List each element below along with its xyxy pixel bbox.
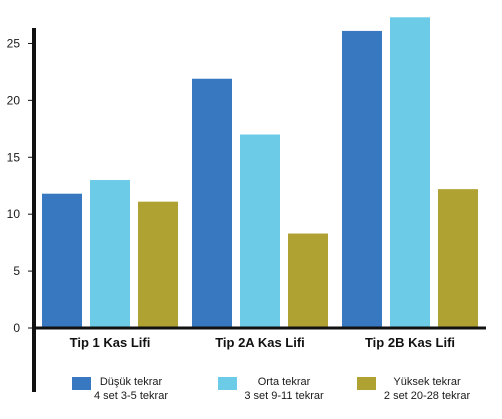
legend-sublabel: 4 set 3-5 tekrar bbox=[94, 390, 168, 402]
bar-1-1 bbox=[42, 193, 82, 328]
category-label: Tip 2B Kas Lifi bbox=[365, 335, 455, 350]
bar-3-2 bbox=[288, 233, 328, 328]
legend-swatch bbox=[218, 377, 237, 390]
bar-2-1 bbox=[90, 180, 130, 328]
bar-3-3 bbox=[438, 189, 478, 328]
legend-sublabel: 3 set 9-11 tekrar bbox=[244, 390, 324, 402]
category-labels: Tip 1 Kas Lifi Tip 2A Kas Lifi Tip 2B Kas … bbox=[70, 335, 455, 350]
y-tick-label: 15 bbox=[7, 150, 21, 164]
legend-swatch bbox=[72, 377, 91, 390]
bar-2-2 bbox=[240, 134, 280, 328]
legend-label: Düşük tekrar bbox=[100, 376, 163, 388]
legend: Düşük tekrar 4 set 3-5 tekrar Orta tekrar 3… bbox=[72, 376, 470, 402]
bar-2-3 bbox=[390, 17, 430, 328]
bar-3-1 bbox=[138, 201, 178, 328]
category-label: Tip 1 Kas Lifi bbox=[70, 335, 151, 350]
y-tick-label: 25 bbox=[7, 36, 21, 50]
legend-sublabel: 2 set 20-28 tekrar bbox=[384, 390, 471, 402]
y-tick-label: 10 bbox=[7, 207, 21, 221]
bar-1-3 bbox=[342, 30, 382, 329]
legend-swatch bbox=[357, 377, 376, 390]
y-tick-label: 0 bbox=[13, 321, 20, 335]
legend-label: Orta tekrar bbox=[258, 376, 311, 388]
y-tick-label: 5 bbox=[13, 264, 20, 278]
category-label: Tip 2A Kas Lifi bbox=[215, 335, 305, 350]
bars bbox=[42, 17, 478, 329]
bar-1-2 bbox=[192, 78, 232, 328]
y-tick-label: 20 bbox=[7, 93, 21, 107]
legend-label: Yüksek tekrar bbox=[393, 376, 461, 388]
y-axis-ticks: 0 5 10 15 20 25 bbox=[7, 36, 34, 335]
